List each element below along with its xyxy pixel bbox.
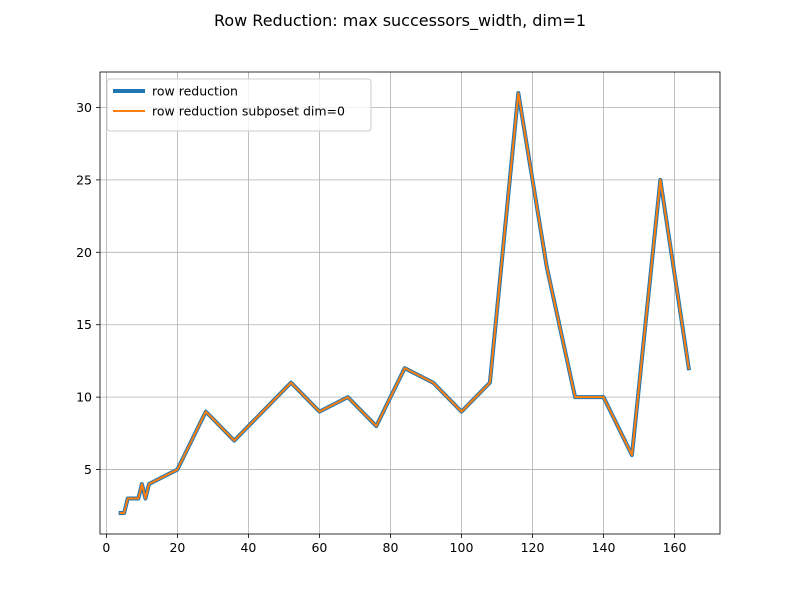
- x-tick-label: 140: [592, 540, 616, 555]
- x-tick-label: 20: [169, 540, 185, 555]
- y-tick-label: 10: [76, 390, 92, 405]
- y-tick-label: 15: [76, 317, 92, 332]
- x-tick-label: 160: [663, 540, 687, 555]
- y-tick-label: 30: [76, 100, 92, 115]
- x-tick-label: 120: [521, 540, 545, 555]
- series-line-2: [119, 92, 690, 514]
- y-tick-label: 20: [76, 245, 92, 260]
- legend-label-2: row reduction subposet dim=0: [152, 104, 345, 119]
- legend-box: [106, 78, 372, 132]
- x-tick-label: 0: [102, 540, 110, 555]
- legend: row reduction row reduction subposet dim=…: [106, 78, 372, 132]
- legend-label-1: row reduction: [152, 84, 238, 99]
- y-tick-label: 25: [76, 172, 92, 187]
- y-tick-label: 5: [84, 462, 92, 477]
- x-tick-label: 60: [311, 540, 327, 555]
- x-tick-label: 100: [450, 540, 474, 555]
- x-tick-label: 80: [383, 540, 399, 555]
- x-tick-label: 40: [240, 540, 256, 555]
- axes-frame: [99, 71, 721, 535]
- chart-title: Row Reduction: max successors_width, dim…: [214, 11, 586, 31]
- plot-area: 0 20 40 60 80 100 120 140 160 5 10 15 20 25 30: [76, 71, 721, 555]
